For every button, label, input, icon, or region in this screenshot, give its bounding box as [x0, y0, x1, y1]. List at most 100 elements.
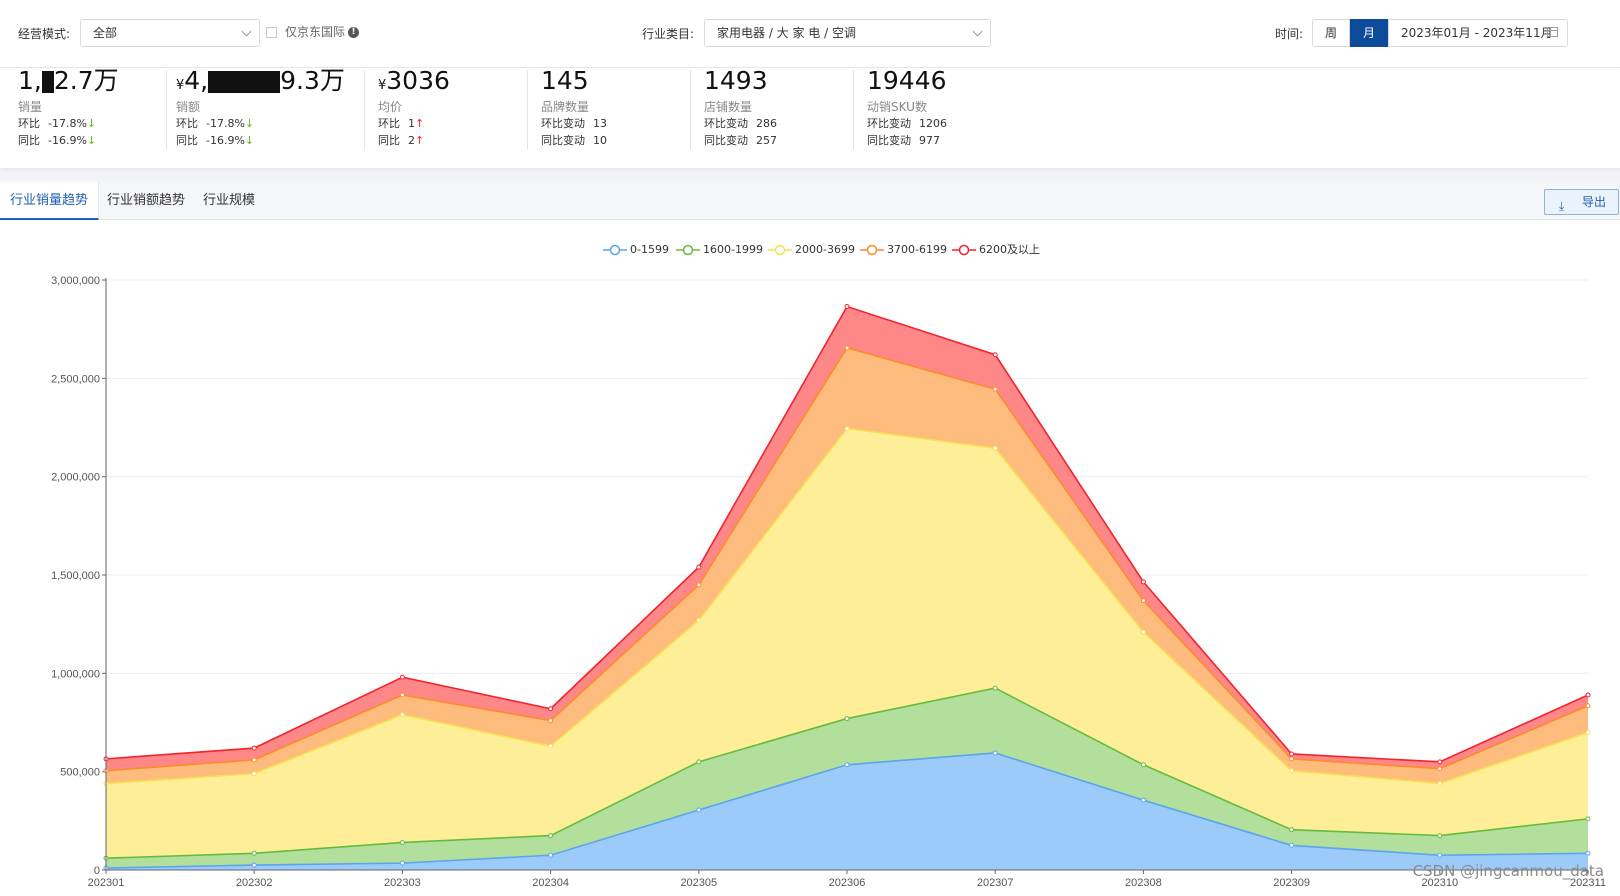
kpi-yoy-row: 同比 -16.9%↓ — [176, 134, 255, 147]
data-point-1600-1999 — [696, 759, 702, 765]
calendar-icon — [1547, 27, 1558, 37]
data-point-6200及以上 — [992, 352, 998, 358]
mode-select-value: 全部 — [93, 26, 118, 40]
granularity-week-button[interactable]: 周 — [1312, 19, 1350, 47]
y-tick-label: 2,000,000 — [51, 472, 100, 484]
x-tick-label: 202308 — [1125, 877, 1162, 889]
data-point-3700-6199 — [844, 345, 850, 351]
divider — [166, 70, 167, 150]
tab-sales-volume-trend[interactable]: 行业销量趋势 — [0, 182, 100, 220]
divider — [690, 70, 691, 150]
data-point-3700-6199 — [548, 718, 554, 724]
legend-marker-icon — [603, 244, 627, 256]
data-point-3700-6199 — [251, 757, 257, 763]
data-point-0-1599 — [251, 862, 257, 868]
data-point-2000-3699 — [399, 712, 405, 718]
kpi-mom-row: 环比变动 1206 — [867, 117, 947, 130]
data-point-2000-3699 — [696, 617, 702, 623]
data-point-6200及以上 — [1437, 759, 1443, 765]
data-point-3700-6199 — [696, 582, 702, 588]
date-range-value: 2023年01月 - 2023年11月 — [1401, 26, 1553, 40]
chevron-down-icon — [972, 26, 983, 37]
data-point-0-1599 — [696, 807, 702, 813]
data-point-3700-6199 — [1140, 598, 1146, 604]
data-point-6200及以上 — [399, 674, 405, 680]
x-tick-label: 202301 — [88, 877, 125, 889]
kpi-value: 1, 2.7万 — [18, 66, 119, 95]
kpi-name: 均价 — [378, 100, 403, 114]
data-point-6200及以上 — [1585, 692, 1591, 698]
legend-marker-icon — [952, 244, 976, 256]
export-button[interactable]: ⤓ 导出 — [1544, 189, 1619, 215]
data-point-3700-6199 — [1437, 766, 1443, 772]
data-point-3700-6199 — [1585, 703, 1591, 709]
kpi-strip: 1, 2.7万 销量 环比 -17.8%↓ 同比 -16.9%↓ ¥4, 9.3万 销额… — [0, 68, 1620, 168]
legend-marker-icon — [676, 244, 700, 256]
x-tick-label: 202304 — [532, 877, 569, 889]
category-select-value: 家用电器 / 大 家 电 / 空调 — [717, 26, 856, 40]
mode-select[interactable]: 全部 — [80, 19, 260, 47]
data-point-1600-1999 — [251, 850, 257, 856]
kpi-avg-price: ¥3036 均价 环比 1↑ 同比 2↑ — [378, 68, 518, 150]
area-1600-1999 — [106, 688, 1588, 869]
y-tick-label: 3,000,000 — [51, 275, 100, 287]
granularity-month-button[interactable]: 月 — [1350, 19, 1388, 47]
x-tick-label: 202306 — [829, 877, 866, 889]
kpi-yoy-row: 同比 -16.9%↓ — [18, 134, 97, 147]
y-tick-label: 2,500,000 — [51, 373, 100, 385]
category-select[interactable]: 家用电器 / 大 家 电 / 空调 — [704, 19, 991, 47]
watermark: CSDN @jingcanmou_data — [1412, 862, 1604, 880]
x-tick-label: 202311 — [1570, 877, 1606, 889]
data-point-6200及以上 — [251, 745, 257, 751]
date-range-picker[interactable]: 2023年01月 - 2023年11月 — [1388, 19, 1568, 47]
divider — [364, 70, 365, 150]
area-2000-3699 — [106, 428, 1588, 859]
x-tick-label: 202303 — [384, 877, 421, 889]
redaction-mask — [41, 71, 54, 93]
time-label: 时间: — [1275, 27, 1304, 41]
data-point-0-1599 — [1585, 850, 1591, 856]
tab-industry-scale[interactable]: 行业规模 — [203, 193, 256, 208]
filter-bar: 经营模式: 全部 仅京东国际 ! 行业类目: 家用电器 / 大 家 电 / 空调… — [0, 0, 1620, 68]
data-point-1600-1999 — [844, 716, 850, 722]
data-point-0-1599 — [844, 762, 850, 768]
data-point-2000-3699 — [1140, 629, 1146, 635]
data-point-2000-3699 — [1585, 729, 1591, 735]
kpi-value: 19446 — [867, 66, 947, 95]
x-tick-label: 202310 — [1421, 877, 1458, 889]
data-point-1600-1999 — [1585, 816, 1591, 822]
kpi-value: 145 — [541, 66, 589, 95]
download-icon: ⤓ — [1559, 199, 1565, 213]
data-point-1600-1999 — [992, 685, 998, 691]
data-point-1600-1999 — [548, 833, 554, 839]
y-tick-label: 0 — [94, 865, 100, 877]
data-point-1600-1999 — [399, 839, 405, 845]
kpi-name: 动销SKU数 — [867, 100, 927, 114]
data-point-0-1599 — [548, 852, 554, 858]
kpi-name: 店铺数量 — [704, 100, 753, 114]
chevron-down-icon — [241, 26, 252, 37]
data-point-2000-3699 — [548, 743, 554, 749]
kpi-mom-row: 环比变动 286 — [704, 117, 777, 130]
data-point-2000-3699 — [992, 445, 998, 451]
tab-bar: 行业销量趋势 行业销额趋势 行业规模 ⤓ 导出 — [0, 182, 1620, 220]
kpi-sku-count: 19446 动销SKU数 环比变动 1206 同比变动 977 — [867, 68, 1007, 150]
category-label: 行业类目: — [642, 27, 695, 41]
kpi-mom-row: 环比变动 13 — [541, 117, 607, 130]
chart-legend: 0-1599 1600-1999 2000-3699 3700-6199 620… — [0, 242, 1620, 258]
data-point-3700-6199 — [992, 386, 998, 392]
data-point-6200及以上 — [1140, 579, 1146, 585]
data-point-3700-6199 — [399, 692, 405, 698]
info-icon[interactable]: ! — [348, 27, 359, 38]
tab-sales-amount-trend[interactable]: 行业销额趋势 — [107, 193, 186, 208]
jd-intl-checkbox[interactable] — [266, 27, 277, 38]
data-point-0-1599 — [1289, 842, 1295, 848]
legend-marker-icon — [768, 244, 792, 256]
kpi-yoy-row: 同比变动 257 — [704, 134, 777, 147]
redaction-mask — [208, 71, 281, 93]
data-point-1600-1999 — [1289, 827, 1295, 833]
jd-intl-label[interactable]: 仅京东国际 — [285, 25, 346, 39]
data-point-0-1599 — [1140, 797, 1146, 803]
kpi-name: 销量 — [18, 100, 43, 114]
divider — [853, 70, 854, 150]
